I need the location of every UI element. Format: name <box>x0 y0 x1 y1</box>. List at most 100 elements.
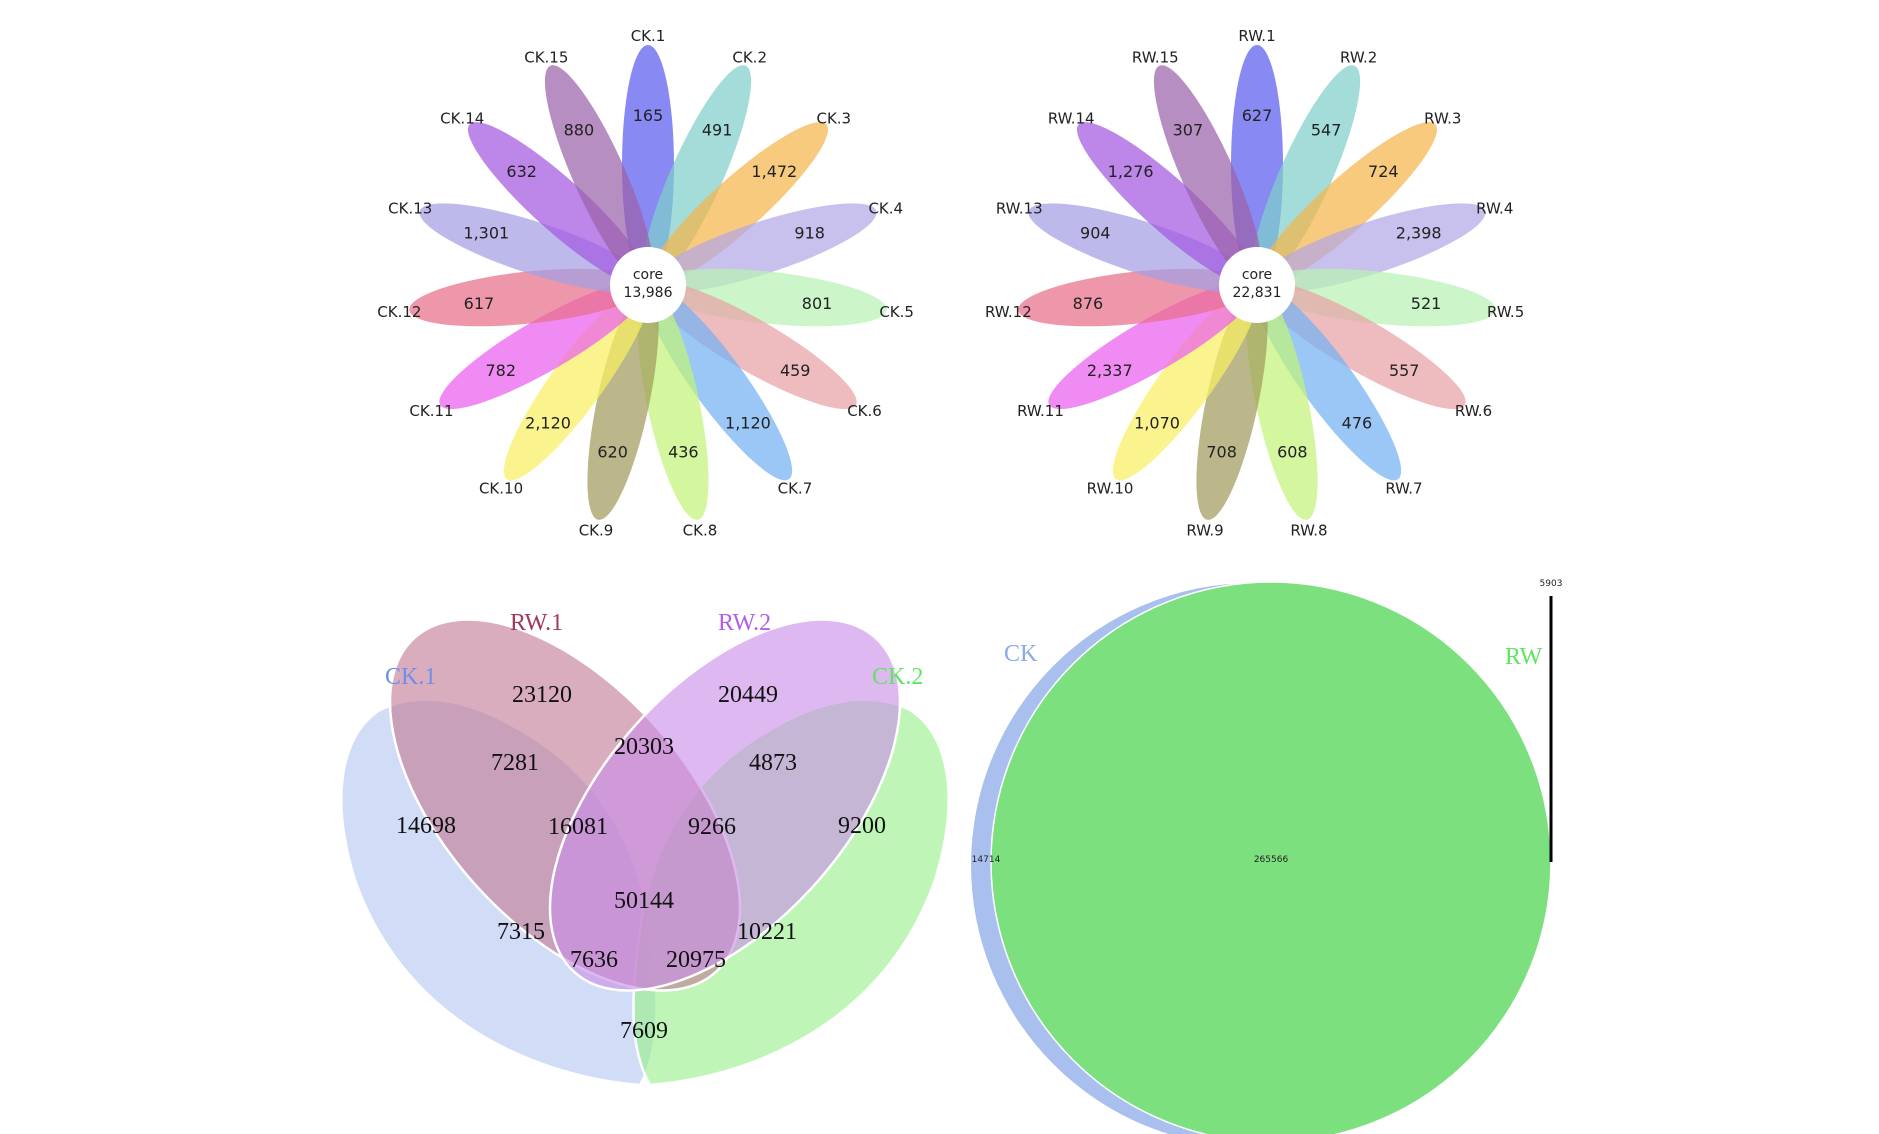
petal-value: 904 <box>1080 223 1111 242</box>
venn2-value-shared: 265566 <box>1254 855 1289 865</box>
venn-set-label-rw1: RW.1 <box>510 610 563 636</box>
flower-petal <box>1256 280 1466 410</box>
flower-petal <box>647 280 857 410</box>
petal-value: 2,337 <box>1087 361 1133 380</box>
venn-set-label-ck2: CK.2 <box>872 664 923 690</box>
flower-petal <box>439 280 649 410</box>
venn-region-rw2_ck2: 4873 <box>749 750 797 776</box>
venn-region-ck1_rw1: 7281 <box>491 750 539 776</box>
flower-petal <box>544 65 654 286</box>
petal-label: RW.1 <box>1238 27 1275 45</box>
petal-value: 1,301 <box>463 223 509 242</box>
petal-value: 1,472 <box>751 162 797 181</box>
petal-label: CK.9 <box>579 522 614 540</box>
flower-petal <box>1076 122 1259 288</box>
petal-value: 1,276 <box>1108 162 1154 181</box>
venn-region-rw1_only: 23120 <box>512 682 572 708</box>
petal-value: 876 <box>1073 294 1104 313</box>
petal-label: CK.3 <box>816 110 851 128</box>
venn-region-ck2_only: 9200 <box>838 813 886 839</box>
venn-region-ck1_ck2: 7609 <box>620 1018 668 1044</box>
flower-petal <box>419 203 649 293</box>
petal-label: RW.5 <box>1487 303 1524 321</box>
petal-value: 918 <box>794 223 825 242</box>
flower-plot-rw: 627 RW.1 547 RW.2 724 RW.3 2,398 RW.4 521 RW.5 557… <box>985 27 1524 540</box>
venn-region-rw1_rw2: 20303 <box>614 734 674 760</box>
petal-label: CK.13 <box>388 200 432 218</box>
petal-value: 476 <box>1342 414 1373 433</box>
core-value: 13,986 <box>624 285 673 301</box>
petal-label: CK.7 <box>778 479 813 497</box>
flower-petal <box>1253 283 1402 481</box>
petal-value: 708 <box>1206 442 1237 461</box>
venn-region-rw2_only: 20449 <box>718 682 778 708</box>
petal-value: 436 <box>668 442 699 461</box>
petal-value: 880 <box>564 121 595 140</box>
venn-diagram-four-sets: CK.1 RW.1 RW.2 CK.2 14698 23120 20449 9200 7281 2… <box>340 610 950 1087</box>
petal-value: 2,398 <box>1396 223 1442 242</box>
petal-label: CK.11 <box>409 402 453 420</box>
core-circle <box>1219 247 1295 323</box>
petal-value: 608 <box>1277 442 1308 461</box>
venn-region-all: 50144 <box>614 888 674 914</box>
petal-label: RW.8 <box>1290 522 1327 540</box>
venn2-label-ck: CK <box>1004 641 1038 667</box>
petal-label: RW.11 <box>1017 402 1064 420</box>
petal-label: RW.10 <box>1087 479 1134 497</box>
petal-label: CK.5 <box>879 303 914 321</box>
petal-label: CK.8 <box>683 522 718 540</box>
core-label: core <box>1242 267 1272 283</box>
venn-diagram-two-sets: CK RW 14714 265566 5903 <box>971 579 1562 1134</box>
venn-region-ck1_rw2_ck2: 7636 <box>570 947 618 973</box>
petal-label: RW.7 <box>1385 479 1422 497</box>
flower-petal <box>1048 280 1258 410</box>
petal-value: 801 <box>802 294 833 313</box>
venn-region-rw1_rw2_ck2: 9266 <box>688 814 736 840</box>
venn-set-label-ck1: CK.1 <box>385 664 436 690</box>
flower-petal <box>1251 65 1361 286</box>
petal-value: 1,120 <box>725 414 771 433</box>
petal-value: 627 <box>1242 106 1273 125</box>
petal-label: CK.1 <box>631 27 666 45</box>
petal-label: CK.2 <box>732 49 767 67</box>
petal-label: CK.12 <box>377 303 421 321</box>
petal-label: RW.13 <box>996 200 1043 218</box>
venn-region-ck1_rw1_ck2: 20975 <box>666 947 726 973</box>
flower-petal <box>587 284 659 520</box>
petal-label: RW.15 <box>1132 49 1179 67</box>
petal-label: RW.3 <box>1424 110 1461 128</box>
petal-label: RW.14 <box>1048 110 1095 128</box>
petal-value: 782 <box>486 361 517 380</box>
flower-plot-ck: 165 CK.1 491 CK.2 1,472 CK.3 918 CK.4 801 CK.5 459… <box>377 27 914 540</box>
venn2-label-rw: RW <box>1505 644 1543 670</box>
flower-petal <box>467 122 650 288</box>
petal-value: 2,120 <box>525 414 571 433</box>
flower-petal <box>646 122 829 288</box>
venn-region-rw1_ck2: 10221 <box>737 919 797 945</box>
venn-set-label-rw2: RW.2 <box>718 610 771 636</box>
petal-value: 1,070 <box>1134 414 1180 433</box>
venn-region-ck1_only: 14698 <box>396 813 456 839</box>
petal-value: 724 <box>1368 162 1399 181</box>
core-value: 22,831 <box>1233 285 1282 301</box>
petal-value: 307 <box>1173 121 1204 140</box>
venn2-value-ck-only: 14714 <box>972 855 1001 865</box>
petal-label: CK.14 <box>440 110 484 128</box>
petal-value: 620 <box>597 442 628 461</box>
petal-label: CK.4 <box>868 200 903 218</box>
flower-petal <box>1153 65 1263 286</box>
petal-value: 459 <box>780 361 811 380</box>
petal-label: RW.9 <box>1186 522 1223 540</box>
flower-petal <box>642 65 752 286</box>
petal-label: RW.4 <box>1476 200 1513 218</box>
flower-petal <box>1196 284 1268 520</box>
petal-label: CK.15 <box>524 49 568 67</box>
flower-petal <box>1112 283 1261 481</box>
petal-label: RW.12 <box>985 303 1032 321</box>
flower-petal <box>644 283 793 481</box>
venn-region-ck1_rw1_rw2: 16081 <box>548 814 608 840</box>
core-label: core <box>633 267 663 283</box>
petal-value: 632 <box>506 162 537 181</box>
petal-value: 491 <box>702 121 733 140</box>
